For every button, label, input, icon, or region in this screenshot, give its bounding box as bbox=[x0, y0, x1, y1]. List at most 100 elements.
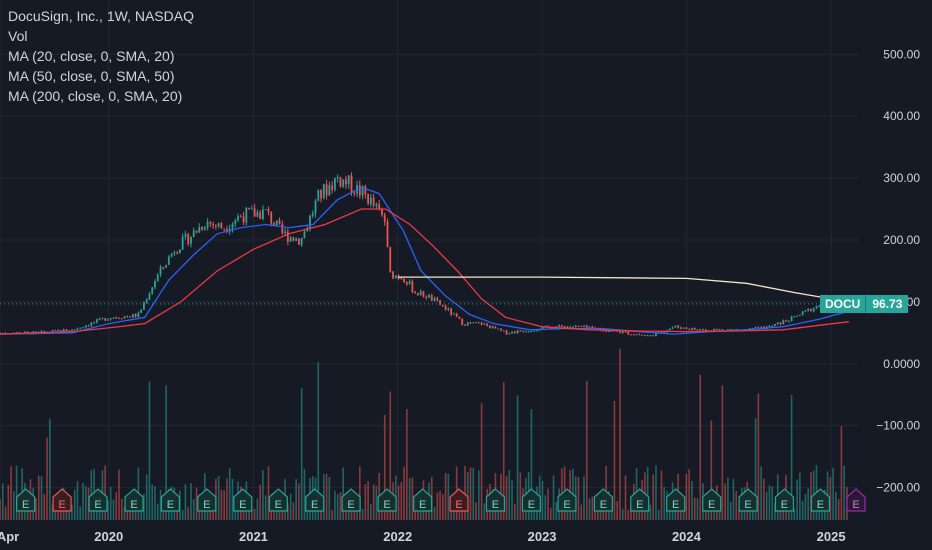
symbol-title[interactable]: DocuSign, Inc., 1W, NASDAQ bbox=[8, 8, 194, 24]
volume-bar bbox=[547, 488, 549, 520]
candle-body bbox=[303, 231, 306, 238]
ma20-line bbox=[0, 186, 850, 335]
volume-bar bbox=[588, 498, 591, 520]
volume-bar bbox=[461, 509, 464, 520]
volume-bar bbox=[710, 420, 713, 520]
candle-body bbox=[162, 267, 165, 269]
earnings-marker bbox=[846, 488, 866, 512]
candle-body bbox=[333, 178, 336, 190]
legend-ma200[interactable]: MA (200, close, 0, SMA, 20) bbox=[8, 88, 183, 104]
candle-body bbox=[533, 330, 536, 332]
ma50-line bbox=[0, 208, 849, 335]
candle-body bbox=[107, 319, 109, 321]
candle-body bbox=[90, 322, 93, 326]
volume-bar bbox=[201, 504, 203, 520]
volume-bar bbox=[118, 469, 120, 520]
legend-ma20[interactable]: MA (20, close, 0, SMA, 20) bbox=[8, 48, 175, 64]
candle-body bbox=[381, 208, 383, 215]
candle-body bbox=[417, 293, 419, 296]
earnings-label: E bbox=[563, 499, 570, 511]
volume-bar bbox=[469, 467, 472, 520]
volume-bar bbox=[115, 492, 118, 520]
candle-body bbox=[134, 314, 137, 317]
earnings-marker bbox=[413, 488, 433, 512]
candle-body bbox=[516, 330, 519, 333]
volume-bar bbox=[364, 484, 367, 520]
candle-body bbox=[73, 329, 76, 331]
candle-body bbox=[585, 325, 588, 328]
volume-bar bbox=[82, 482, 84, 520]
candle-body bbox=[610, 330, 613, 332]
candle-body bbox=[652, 335, 655, 337]
volume-bar bbox=[439, 490, 441, 520]
price-axis[interactable]: 600.00500.00400.00300.00200.00100.000.00… bbox=[876, 0, 920, 495]
volume-bar bbox=[372, 484, 375, 520]
earnings-label: E bbox=[419, 499, 426, 511]
volume-bar bbox=[624, 475, 627, 520]
volume-bar bbox=[154, 486, 156, 520]
candle-body bbox=[668, 328, 671, 331]
legend-ma50[interactable]: MA (50, close, 0, SMA, 50) bbox=[8, 68, 175, 84]
candle-body bbox=[688, 328, 691, 330]
candle-body bbox=[812, 308, 815, 312]
volume-bar bbox=[790, 394, 793, 520]
candle-body bbox=[181, 236, 184, 250]
volume-bar bbox=[367, 481, 369, 520]
candle-body bbox=[704, 329, 707, 332]
candle-body bbox=[281, 223, 284, 234]
volume-bar bbox=[217, 475, 220, 520]
candle-body bbox=[696, 329, 699, 331]
earnings-label: E bbox=[817, 499, 824, 511]
candle-body bbox=[195, 230, 198, 233]
earnings-label: E bbox=[275, 499, 282, 511]
candle-body bbox=[801, 311, 804, 315]
candle-body bbox=[630, 334, 632, 336]
volume-bar bbox=[126, 505, 129, 520]
volume-bar bbox=[566, 509, 569, 520]
volume-bar bbox=[502, 382, 505, 520]
volume-bar bbox=[591, 496, 594, 520]
candle-body bbox=[347, 175, 350, 185]
candle-body bbox=[239, 216, 242, 218]
candle-body bbox=[245, 207, 248, 223]
volume-bar bbox=[403, 466, 405, 520]
candle-body bbox=[217, 223, 220, 227]
candle-body bbox=[596, 328, 599, 330]
candle-body bbox=[173, 252, 176, 254]
candle-body bbox=[345, 179, 347, 185]
volume-bar bbox=[442, 494, 444, 520]
volume-bar bbox=[107, 500, 109, 520]
candle-body bbox=[776, 322, 779, 325]
volume-bar bbox=[71, 505, 73, 520]
candle-body bbox=[428, 295, 430, 298]
candle-body bbox=[309, 215, 311, 229]
volume-bar bbox=[328, 477, 331, 520]
volume-bar bbox=[549, 507, 552, 520]
y-tick-label: 200.00 bbox=[883, 233, 920, 247]
candle-body bbox=[536, 330, 538, 332]
legend-volume[interactable]: Vol bbox=[8, 28, 28, 44]
candle-body bbox=[527, 331, 530, 333]
candle-body bbox=[425, 296, 428, 298]
volume-bar bbox=[334, 490, 336, 520]
volume-bar bbox=[253, 508, 256, 520]
candle-body bbox=[220, 223, 223, 229]
volume-bar bbox=[541, 480, 544, 520]
candle-body bbox=[691, 327, 693, 330]
candle-body bbox=[331, 185, 334, 190]
candle-body bbox=[464, 324, 466, 326]
volume-bar bbox=[37, 475, 40, 520]
volume-bar bbox=[835, 491, 837, 520]
earnings-marker bbox=[233, 488, 253, 512]
time-axis[interactable]: Apr 2020 2021 2022 2023 2024 2025 bbox=[0, 529, 846, 544]
volume-bar bbox=[406, 409, 408, 520]
candle-body bbox=[505, 330, 508, 335]
volume-bar bbox=[123, 507, 126, 520]
volume-bar bbox=[176, 509, 178, 520]
volume-bar bbox=[840, 426, 843, 520]
volume-bar bbox=[580, 504, 583, 520]
volume-bar bbox=[397, 485, 400, 520]
volume-bar bbox=[306, 504, 309, 520]
candle-body bbox=[782, 320, 785, 325]
